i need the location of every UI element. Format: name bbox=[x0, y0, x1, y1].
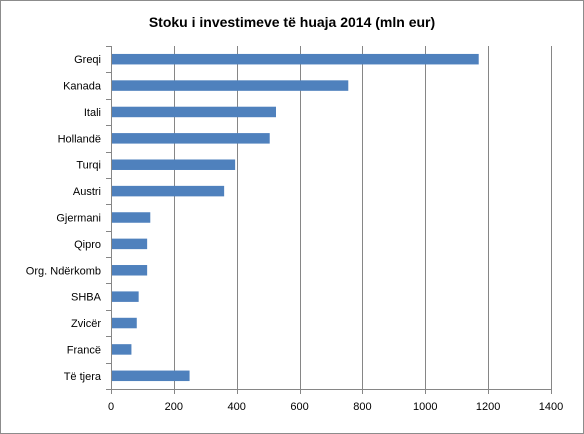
bar-12 bbox=[112, 370, 190, 382]
category-label-3: Hollandë bbox=[58, 133, 101, 145]
axes bbox=[106, 46, 552, 394]
gridlines bbox=[174, 46, 552, 389]
chart-title: Stoku i investimeve të huaja 2014 (mln e… bbox=[149, 14, 435, 30]
category-label-4: Turqi bbox=[76, 160, 101, 172]
x-tick-label-600: 600 bbox=[290, 401, 308, 413]
bar-0 bbox=[112, 53, 479, 65]
x-tick-label-800: 800 bbox=[353, 401, 371, 413]
bar-10 bbox=[112, 317, 137, 329]
bar-5 bbox=[112, 185, 225, 197]
bars bbox=[112, 53, 479, 382]
category-label-11: Francë bbox=[67, 344, 101, 356]
category-label-0: Greqi bbox=[74, 54, 101, 66]
category-label-8: Org. Ndërkomb bbox=[26, 265, 101, 277]
bar-9 bbox=[112, 291, 139, 302]
category-label-7: Qipro bbox=[74, 239, 101, 251]
bar-1 bbox=[112, 80, 349, 91]
category-label-2: Itali bbox=[84, 107, 101, 119]
category-label-10: Zvicër bbox=[71, 318, 101, 330]
x-tick-label-1400: 1400 bbox=[539, 401, 563, 413]
category-label-5: Austri bbox=[73, 186, 101, 198]
x-tick-label-1200: 1200 bbox=[476, 401, 500, 413]
x-tick-label-0: 0 bbox=[108, 401, 114, 413]
bar-7 bbox=[112, 238, 148, 250]
x-tick-label-200: 200 bbox=[165, 401, 183, 413]
category-label-6: Gjermani bbox=[56, 213, 101, 225]
bar-2 bbox=[112, 106, 276, 118]
x-tick-label-1000: 1000 bbox=[413, 401, 437, 413]
bar-6 bbox=[112, 212, 151, 223]
category-label-12: Të tjera bbox=[64, 371, 102, 383]
bar-11 bbox=[112, 344, 132, 355]
bar-4 bbox=[112, 159, 236, 170]
x-tick-label-400: 400 bbox=[228, 401, 246, 413]
bar-8 bbox=[112, 265, 148, 276]
category-labels: Greqi Kanada Itali Hollandë Turqi Austri Gjerm… bbox=[26, 54, 102, 383]
category-label-9: SHBA bbox=[71, 292, 102, 304]
bar-3 bbox=[112, 133, 270, 144]
tick-labels: 0 200 400 600 800 1000 1200 1400 bbox=[108, 401, 563, 413]
category-label-1: Kanada bbox=[63, 81, 102, 93]
